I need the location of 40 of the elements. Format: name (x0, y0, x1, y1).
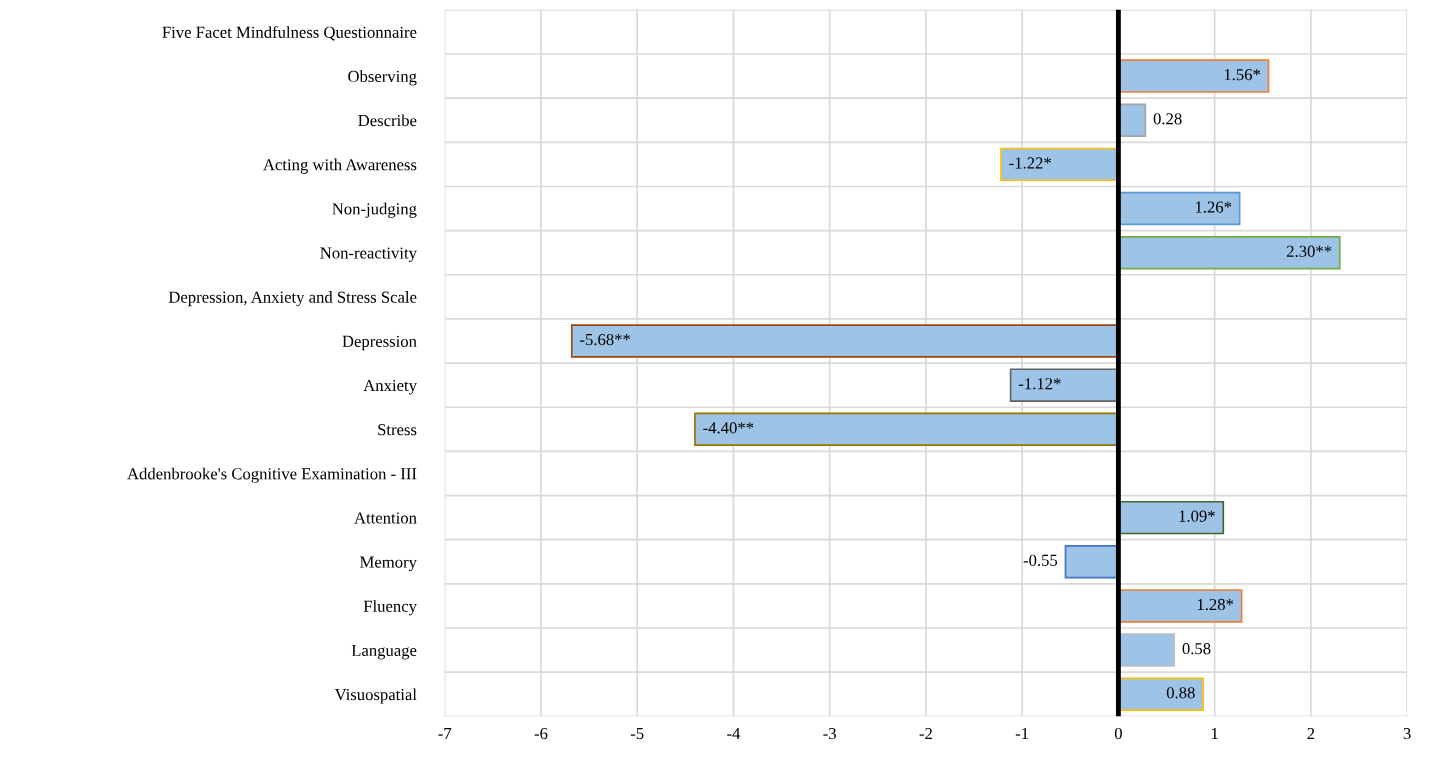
data-label: -0.55 (1023, 554, 1058, 567)
data-label: 1.56* (1224, 69, 1261, 81)
data-label: 1.26* (1195, 201, 1232, 213)
y-tick-label: Describe (358, 114, 417, 127)
x-tick-label: -5 (630, 728, 644, 740)
y-tick-label: Anxiety (363, 379, 417, 395)
x-tick-label: -7 (438, 728, 452, 739)
data-label: 0.88 (1166, 687, 1195, 699)
x-tick-label: 0 (1114, 727, 1122, 740)
y-tick-label: Attention (354, 512, 417, 524)
data-label: 2.30** (1286, 245, 1332, 257)
x-tick-label: 1 (1211, 727, 1218, 739)
x-tick-label: -2 (919, 727, 932, 739)
x-tick-label: 3 (1403, 727, 1411, 740)
data-label: -5.68** (580, 333, 631, 346)
y-tick-label: Visuospatial (334, 688, 417, 704)
y-tick-label: Five Facet Mindfulness Questionnaire (162, 25, 417, 41)
y-tick-label: Addenbrooke's Cognitive Examination - III (127, 467, 417, 483)
data-label: -1.22* (1009, 157, 1051, 169)
y-tick-label: Non-reactivity (320, 247, 417, 263)
x-tick-label: -6 (534, 727, 548, 740)
data-label: -4.40** (703, 422, 754, 434)
data-label: 0.28 (1153, 113, 1182, 125)
y-tick-label: Depression (342, 335, 417, 351)
x-tick-label: -3 (823, 727, 836, 740)
y-tick-label: Depression, Anxiety and Stress Scale (168, 291, 417, 307)
x-tick-label: -4 (727, 728, 741, 739)
y-tick-label: Non-judging (332, 202, 417, 218)
y-tick-label: Observing (348, 70, 417, 86)
data-label: 0.58 (1182, 643, 1211, 655)
x-tick-label: 2 (1307, 727, 1315, 739)
y-tick-label: Stress (378, 424, 417, 436)
y-tick-label: Memory (360, 556, 417, 572)
data-label: 1.28* (1197, 598, 1234, 611)
data-label: 1.09* (1179, 510, 1215, 522)
y-tick-label: Language (351, 644, 417, 660)
y-tick-label: Fluency (363, 600, 417, 616)
y-tick-label: Acting with Awareness (263, 158, 417, 174)
x-tick-label: -1 (1015, 727, 1029, 739)
data-label: -1.12* (1018, 378, 1061, 390)
